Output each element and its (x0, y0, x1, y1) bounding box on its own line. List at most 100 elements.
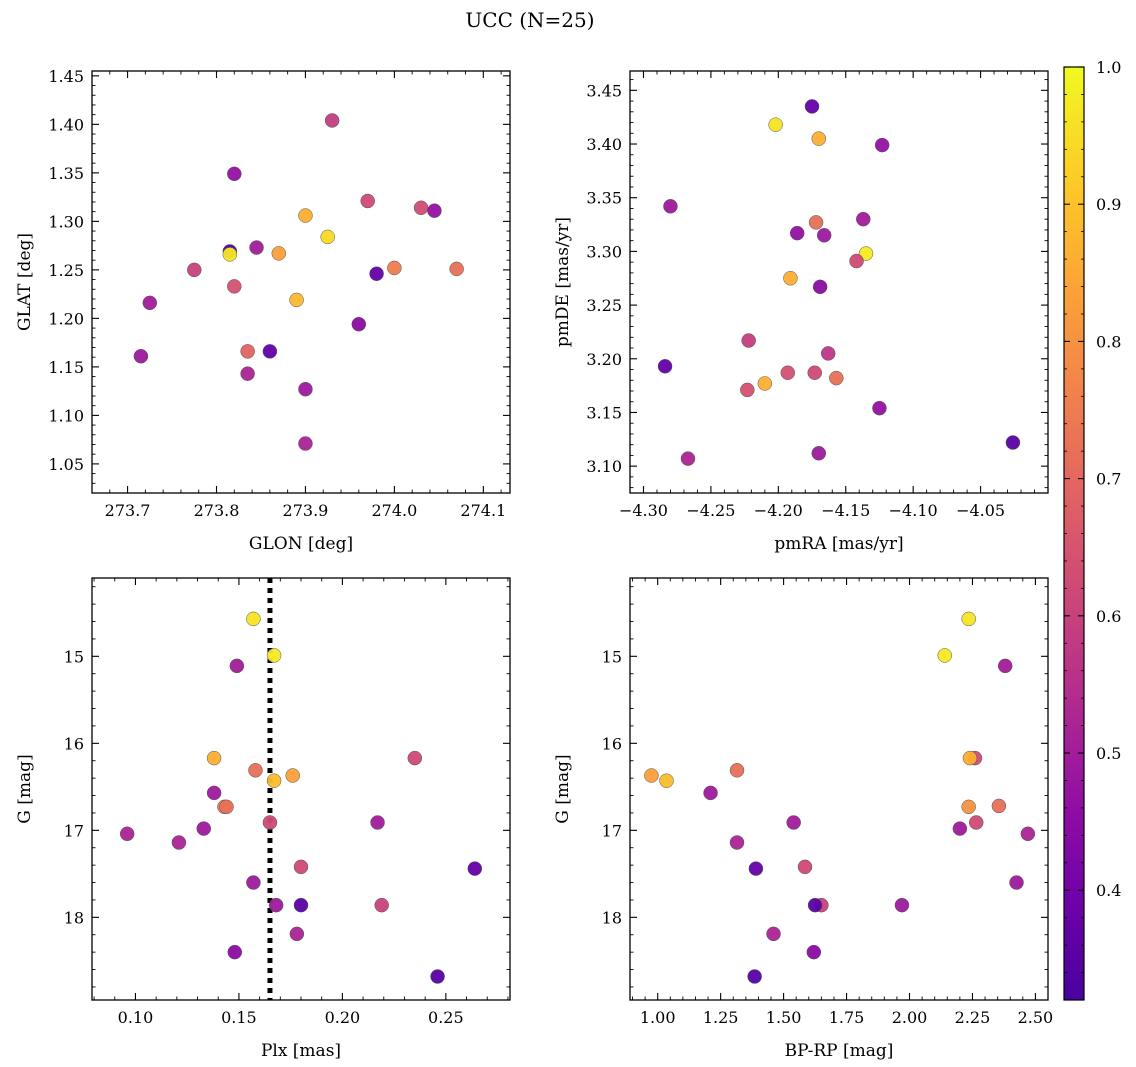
y-tick-label: 3.40 (586, 135, 622, 154)
scatter-point (268, 897, 284, 913)
scatter-point (271, 246, 287, 261)
y-axis-label: pmDE [mas/yr] (553, 217, 573, 347)
scatter-point (246, 875, 261, 890)
y-tick-label: 1.20 (48, 309, 84, 328)
scatter-point (413, 200, 429, 216)
y-tick-label: 1.25 (48, 261, 84, 280)
scatter-point (320, 229, 335, 245)
x-axis-label: pmRA [mas/yr] (774, 534, 903, 554)
scatter-point (757, 376, 773, 391)
scatter-point (370, 815, 385, 830)
x-tick-label: 2.25 (955, 1008, 991, 1027)
scatter-point (768, 117, 783, 132)
x-tick-label: −4.05 (956, 501, 1005, 520)
ticks: −4.30 −4.25 −4.20 −4.15 −4.10 −4.05 3.10 3.15 3.… (586, 71, 1048, 520)
colorbar-tick-label: 0.6 (1096, 607, 1121, 626)
scatter-point (680, 451, 696, 466)
scatter-point (657, 359, 673, 374)
y-tick-label: 3.35 (586, 189, 622, 208)
y-tick-label: 1.30 (48, 212, 84, 231)
scatter-point (227, 944, 243, 960)
scatter-point (248, 763, 263, 778)
scatter-point (298, 436, 313, 451)
x-tick-label: −4.25 (686, 501, 735, 520)
x-tick-label: 1.75 (829, 1008, 865, 1027)
scatter-point (820, 346, 836, 361)
scatter-point (262, 344, 278, 359)
y-tick-label: 1.10 (48, 406, 84, 425)
y-tick-label: 3.45 (586, 81, 622, 100)
scatter-point (142, 295, 158, 311)
x-tick-label: 1.50 (766, 1008, 802, 1027)
scatter-point (229, 658, 245, 674)
scatter-point (196, 821, 211, 836)
scatter-point (374, 897, 389, 913)
y-tick-label: 1.45 (48, 67, 84, 86)
scatter-point (937, 648, 953, 663)
x-axis-label: GLON [deg] (249, 534, 353, 554)
scatter-point (289, 292, 304, 308)
scatter-point (663, 199, 678, 214)
scatter-point (874, 137, 890, 153)
scatter-point (789, 225, 805, 241)
scatter-point (266, 773, 282, 788)
y-tick-label: 15 (64, 647, 84, 666)
scatter-point (227, 279, 242, 294)
x-axis-label: BP-RP [mag] (785, 1041, 894, 1061)
scatter-point (968, 815, 984, 830)
scatter-point (747, 969, 762, 984)
scatter-point (222, 247, 238, 262)
x-tick-label: −4.20 (754, 501, 803, 520)
x-tick-label: 273.8 (194, 501, 240, 520)
scatter-point (293, 859, 309, 875)
scatter-point (219, 799, 234, 815)
scatter-point (991, 798, 1007, 814)
plot-frame (91, 70, 511, 494)
scatter-point (786, 815, 801, 830)
x-tick-label: 2.50 (1018, 1008, 1054, 1027)
scatter-point (811, 131, 827, 146)
y-tick-label: 16 (64, 734, 84, 753)
scatter-point (249, 240, 264, 255)
scatter-point (829, 370, 844, 386)
y-tick-label: 15 (602, 647, 622, 666)
scatter-points (133, 113, 464, 451)
scatter-point (741, 333, 756, 348)
x-tick-label: 0.20 (325, 1008, 361, 1027)
plot-frame (629, 70, 1049, 494)
figure-title: UCC (N=25) (465, 8, 594, 32)
scatter-point (816, 228, 832, 243)
scatter-point (1005, 435, 1021, 450)
scatter-point (240, 366, 255, 381)
y-tick-label: 3.15 (586, 403, 622, 422)
scatter-point (387, 260, 402, 276)
x-tick-label: 0.15 (221, 1008, 257, 1027)
y-tick-label: 3.30 (586, 242, 622, 261)
y-tick-label: 1.05 (48, 455, 84, 474)
scatter-point (360, 193, 375, 209)
y-axis-label: G [mag] (553, 754, 573, 823)
x-tick-label: 2.00 (892, 1008, 928, 1027)
scatter-point (729, 763, 745, 778)
scatter-point (171, 835, 187, 850)
scatter-point (298, 381, 313, 397)
scatter-point (849, 253, 864, 269)
colorbar-tick-label: 0.7 (1096, 470, 1121, 489)
scatter-point (961, 799, 976, 815)
x-tick-label: 273.7 (105, 501, 151, 520)
scatter-point (427, 203, 442, 218)
scatter-point (298, 208, 313, 223)
scatter-point (808, 215, 824, 230)
scatter-point (811, 446, 827, 461)
scatter-point (206, 750, 222, 766)
x-tick-label: 1.25 (703, 1008, 739, 1027)
scatter-point (119, 826, 135, 842)
x-tick-label: −4.15 (821, 501, 870, 520)
y-tick-label: 1.15 (48, 358, 84, 377)
scatter-point (780, 365, 796, 380)
scatter-point (804, 99, 820, 114)
colorbar: 0.4 0.5 0.6 0.7 0.8 0.9 1.0 (1063, 58, 1121, 1001)
scatter-point (449, 261, 464, 277)
scatter-point (266, 648, 282, 663)
